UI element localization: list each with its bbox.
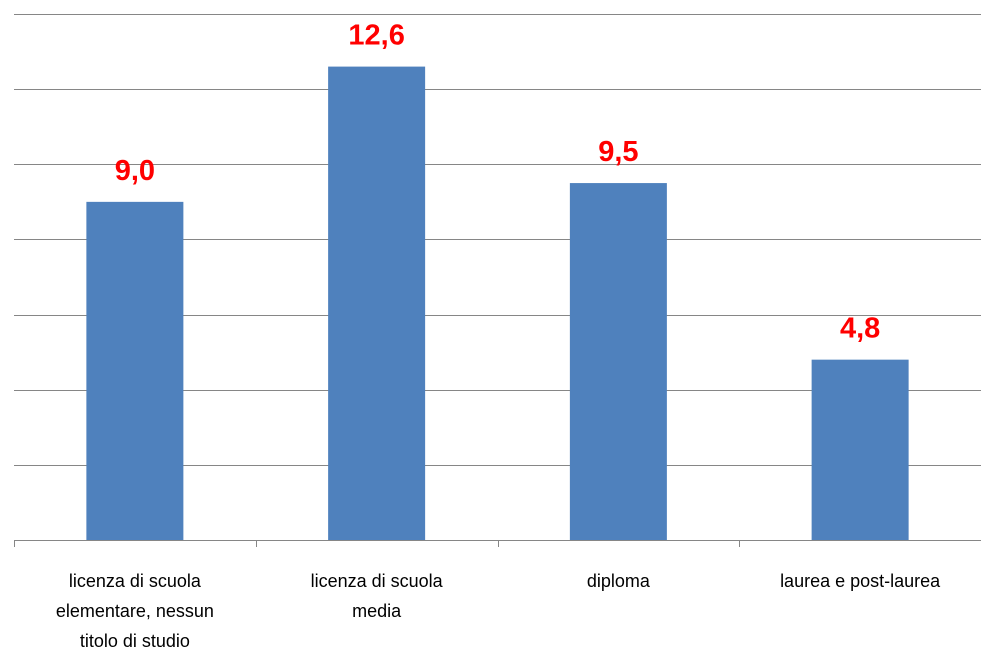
- value-label: 9,5: [598, 136, 638, 168]
- x-tick-label-line: licenza di scuola: [69, 571, 202, 591]
- value-label: 9,0: [115, 155, 155, 187]
- value-label: 4,8: [840, 313, 880, 345]
- x-tick-label: laurea e post-laurea: [780, 571, 941, 591]
- x-tick-label-line: media: [352, 601, 402, 621]
- x-tick-label-line: licenza di scuola: [311, 571, 444, 591]
- x-tick-label-line: diploma: [587, 571, 651, 591]
- bar: [569, 183, 667, 541]
- x-tick-label: licenza di scuola media: [311, 571, 444, 621]
- x-tick-label: licenza di scuola elementare, nessun titol…: [56, 571, 214, 651]
- x-tick-label: diploma: [587, 571, 651, 591]
- x-tick-label-line: titolo di studio: [80, 631, 190, 651]
- bar: [811, 359, 909, 540]
- bar: [328, 66, 426, 540]
- x-tick-label-line: laurea e post-laurea: [780, 571, 941, 591]
- value-label: 12,6: [348, 20, 404, 52]
- x-tick-label-line: elementare, nessun: [56, 601, 214, 621]
- bar: [86, 201, 184, 540]
